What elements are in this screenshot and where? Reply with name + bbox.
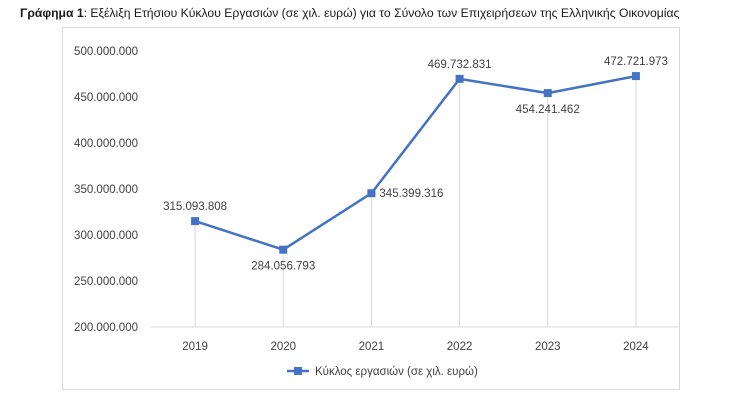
data-point-marker — [543, 89, 552, 98]
figure-caption-text: : Εξέλιξη Ετήσιου Κύκλου Εργασιών (σε χι… — [83, 6, 680, 20]
x-tick-label: 2019 — [182, 341, 208, 353]
data-label: 345.399.316 — [379, 188, 443, 200]
x-tick-label: 2022 — [447, 341, 473, 353]
data-point-marker — [191, 217, 200, 226]
data-label: 469.732.831 — [428, 59, 492, 71]
data-point-marker — [279, 245, 288, 254]
figure-caption: Γράφημα 1: Εξέλιξη Ετήσιου Κύκλου Εργασι… — [20, 6, 740, 20]
data-label: 284.056.793 — [251, 261, 315, 273]
chart-frame: 200.000.000 250.000.000 300.000.000 350.000… — [62, 27, 680, 390]
y-tick-label: 450.000.000 — [74, 92, 138, 104]
y-tick-label: 250.000.000 — [74, 276, 138, 288]
y-tick-label: 500.000.000 — [74, 46, 138, 58]
data-point-marker — [631, 72, 640, 81]
x-tick-label: 2023 — [535, 341, 561, 353]
data-point-marker — [367, 189, 376, 198]
legend-label: Κύκλος εργασιών (σε χιλ. ευρώ) — [315, 366, 478, 378]
data-label: 454.241.462 — [516, 104, 580, 116]
series-line — [194, 74, 637, 251]
y-tick-label: 300.000.000 — [74, 230, 138, 242]
y-tick-label: 350.000.000 — [74, 184, 138, 196]
data-label: 472.721.973 — [604, 56, 668, 68]
figure-caption-label: Γράφημα 1 — [20, 6, 84, 20]
y-tick-label: 200.000.000 — [74, 322, 138, 334]
line-chart: 200.000.000 250.000.000 300.000.000 350.000… — [74, 46, 680, 378]
legend-marker-swatch — [294, 367, 302, 375]
x-tick-label: 2020 — [270, 341, 296, 353]
x-tick-label: 2024 — [623, 341, 649, 353]
y-tick-label: 400.000.000 — [74, 138, 138, 150]
x-tick-label: 2021 — [359, 341, 385, 353]
data-point-marker — [455, 74, 464, 83]
data-label: 315.093.808 — [163, 201, 227, 213]
